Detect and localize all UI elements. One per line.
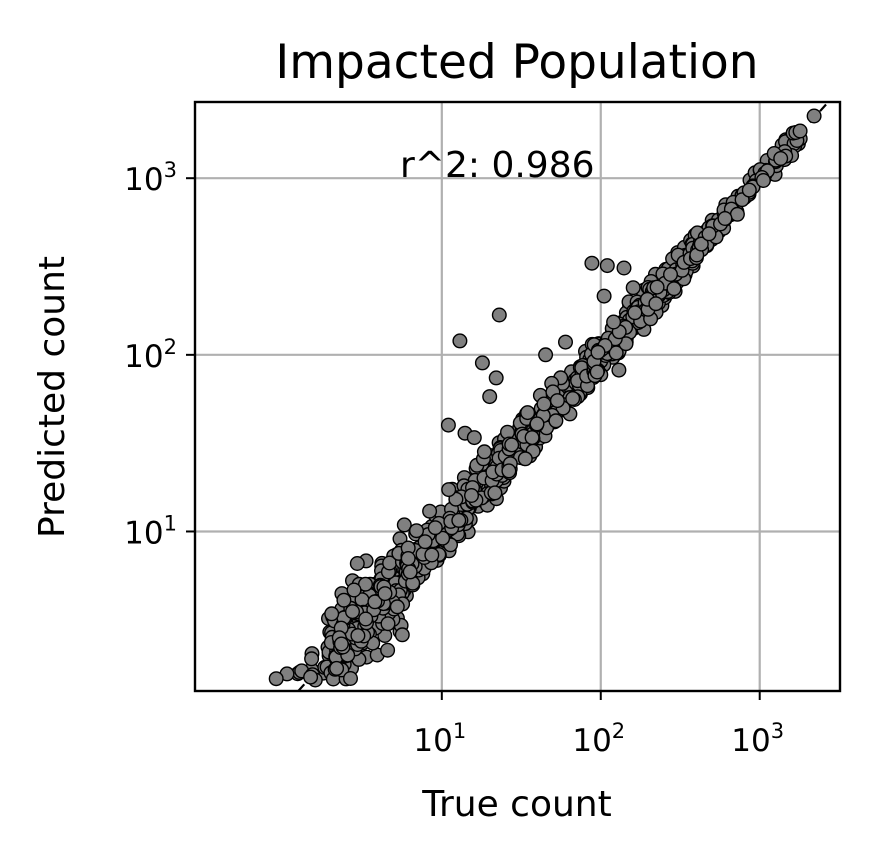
data-point xyxy=(476,444,492,460)
plot-frame xyxy=(193,100,842,693)
data-point xyxy=(549,393,565,409)
data-point xyxy=(358,611,374,627)
data-point xyxy=(487,485,503,501)
data-point xyxy=(717,210,733,226)
data-point xyxy=(400,551,416,567)
data-point xyxy=(377,586,393,602)
x-tick-label-2: 103 xyxy=(731,719,784,759)
data-point xyxy=(336,592,352,608)
data-point xyxy=(452,333,468,349)
data-point xyxy=(584,255,600,271)
data-point xyxy=(343,671,359,687)
data-point xyxy=(565,391,581,407)
data-point xyxy=(773,150,789,166)
data-point xyxy=(427,520,443,536)
data-point xyxy=(422,503,438,519)
data-point xyxy=(466,430,482,446)
data-point xyxy=(701,226,717,242)
data-point xyxy=(501,463,517,479)
data-point xyxy=(590,344,606,360)
data-point xyxy=(349,556,365,572)
data-point xyxy=(346,582,362,598)
grid-lines xyxy=(195,102,840,691)
data-point xyxy=(627,305,643,321)
data-point xyxy=(589,364,605,380)
data-point xyxy=(491,307,507,323)
data-point xyxy=(396,517,412,533)
data-point xyxy=(333,636,349,652)
data-point xyxy=(440,417,456,433)
y-axis-label: Predicted count xyxy=(32,256,73,538)
data-point xyxy=(520,405,536,421)
data-point xyxy=(441,482,457,498)
data-point xyxy=(424,547,440,563)
data-point xyxy=(596,288,612,304)
data-point xyxy=(268,671,284,687)
data-point xyxy=(806,108,822,124)
data-point xyxy=(329,660,345,676)
x-axis-label: True count xyxy=(421,784,611,825)
data-point xyxy=(606,314,622,330)
data-point xyxy=(402,564,418,580)
data-point xyxy=(649,279,665,295)
data-point xyxy=(417,534,433,550)
data-points xyxy=(268,108,822,688)
data-point xyxy=(536,396,552,412)
data-point xyxy=(345,604,361,620)
r-squared-annotation: r^2: 0.986 xyxy=(400,145,595,186)
data-point xyxy=(451,512,467,528)
y-tick-label-1: 102 xyxy=(124,335,177,375)
data-point xyxy=(488,370,504,386)
data-point xyxy=(616,260,632,276)
data-point xyxy=(380,616,396,632)
data-point xyxy=(324,606,340,622)
data-point xyxy=(729,206,745,222)
data-point xyxy=(548,413,564,429)
data-point xyxy=(741,182,757,198)
data-point xyxy=(350,628,366,644)
data-point xyxy=(666,281,682,297)
data-point xyxy=(663,267,679,283)
data-point xyxy=(517,451,533,467)
chart-title: Impacted Population xyxy=(275,35,758,90)
data-point xyxy=(648,296,664,312)
data-point xyxy=(611,362,627,378)
data-point xyxy=(504,437,520,453)
data-point xyxy=(482,389,498,405)
data-point xyxy=(380,642,396,658)
y-tick-label-2: 103 xyxy=(124,158,177,198)
data-point xyxy=(304,651,320,667)
data-point xyxy=(755,172,771,188)
data-point xyxy=(625,280,641,296)
data-point xyxy=(538,347,554,363)
data-point xyxy=(303,669,319,685)
data-point xyxy=(394,627,410,643)
data-point xyxy=(389,599,405,615)
data-point xyxy=(409,523,425,539)
data-point xyxy=(529,416,545,432)
data-point xyxy=(693,236,709,252)
data-point xyxy=(474,355,490,371)
data-point xyxy=(435,530,451,546)
data-point xyxy=(599,258,615,274)
data-point xyxy=(464,488,480,504)
y-tick-label-0: 101 xyxy=(124,511,177,551)
data-point xyxy=(558,334,574,350)
x-tick-label-1: 102 xyxy=(572,719,625,759)
data-point xyxy=(792,123,808,139)
data-point xyxy=(524,430,540,446)
data-point xyxy=(367,594,383,610)
x-tick-label-0: 101 xyxy=(413,719,466,759)
